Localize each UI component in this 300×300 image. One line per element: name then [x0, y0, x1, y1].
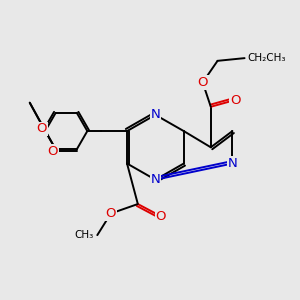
Text: CH₂CH₃: CH₂CH₃: [248, 53, 286, 63]
Text: O: O: [47, 145, 58, 158]
Text: O: O: [230, 94, 240, 106]
Text: CH₃: CH₃: [75, 230, 94, 240]
Text: O: O: [106, 207, 116, 220]
Text: O: O: [156, 210, 166, 223]
Text: N: N: [151, 108, 160, 122]
Text: O: O: [37, 122, 47, 135]
Text: N: N: [227, 157, 237, 170]
Text: O: O: [197, 76, 208, 89]
Text: N: N: [151, 173, 160, 186]
